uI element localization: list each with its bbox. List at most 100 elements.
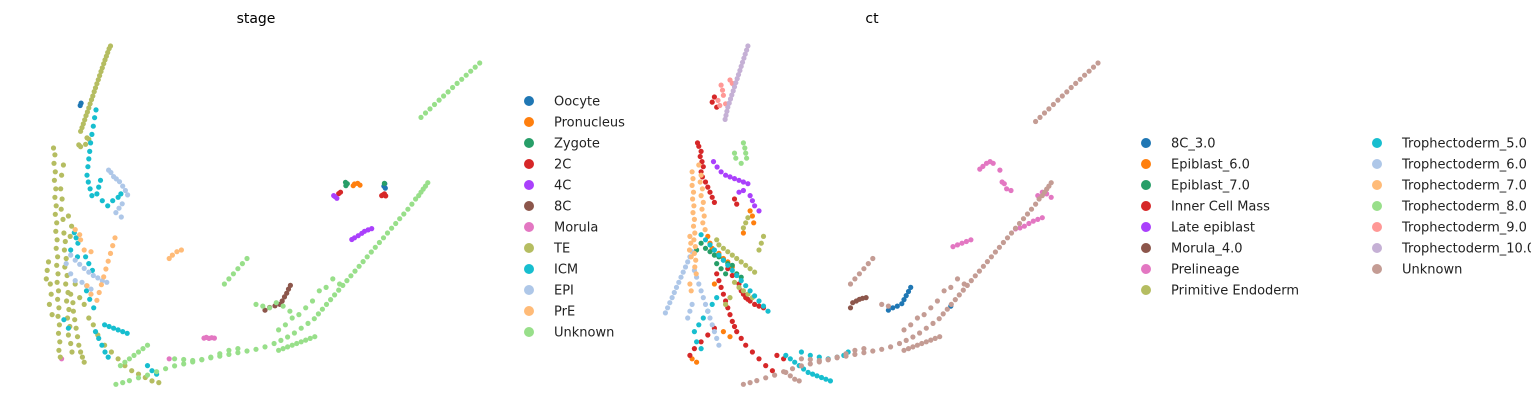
scatter-point — [57, 354, 63, 360]
scatter-point — [54, 262, 60, 268]
scatter-point — [90, 322, 96, 328]
scatter-point — [792, 376, 798, 382]
scatter-point — [716, 252, 722, 258]
scatter-point — [879, 346, 885, 352]
scatter-point — [125, 192, 131, 198]
scatter-point — [312, 334, 318, 340]
scatter-point — [738, 278, 744, 284]
legend-marker — [524, 243, 534, 253]
scatter-point — [450, 84, 456, 91]
scatter-point — [122, 359, 128, 365]
scatter-point — [1055, 97, 1061, 103]
scatter-point — [751, 220, 757, 226]
scatter-point — [690, 223, 697, 229]
scatter-point — [463, 72, 469, 78]
scatter-point — [740, 179, 747, 185]
scatter-point — [1082, 72, 1088, 78]
scatter-point — [166, 356, 172, 362]
scatter-point — [81, 247, 87, 253]
scatter-point — [120, 329, 126, 335]
scatter-point — [685, 259, 691, 265]
scatter-point — [445, 89, 451, 95]
scatter-point — [117, 363, 123, 369]
scatter-point — [298, 339, 304, 345]
scatter-point — [95, 77, 101, 83]
legend-label: Trophectoderm_8.0 — [1401, 200, 1527, 215]
scatter-point — [901, 297, 907, 303]
scatter-point — [323, 301, 330, 307]
scatter-point — [700, 199, 706, 205]
legend-item-pre: PrE — [524, 305, 575, 320]
scatter-point — [852, 276, 858, 282]
legend-label: 2C — [554, 158, 571, 173]
scatter-point — [736, 284, 742, 290]
scatter-point — [416, 193, 422, 199]
legend-item-unknown: Unknown — [524, 326, 614, 341]
scatter-point — [86, 105, 92, 111]
scatter-point — [135, 371, 142, 377]
scatter-point — [1017, 225, 1023, 231]
ct-series-trophectoderm-8-0 — [731, 140, 750, 166]
scatter-point — [83, 113, 89, 119]
scatter-point — [280, 346, 286, 352]
scatter-point — [699, 206, 705, 212]
legend-marker — [524, 138, 534, 148]
scatter-point — [110, 198, 116, 204]
scatter-point — [244, 348, 250, 354]
scatter-point — [96, 184, 102, 190]
scatter-point — [58, 186, 64, 192]
legend-item-trophectoderm-8-0: Trophectoderm_8.0 — [1372, 200, 1527, 215]
scatter-point — [752, 293, 758, 299]
scatter-point — [1026, 220, 1032, 227]
scatter-point — [1086, 68, 1092, 74]
scatter-point — [1004, 235, 1011, 241]
scatter-point — [262, 307, 268, 313]
stage-series-pre — [72, 227, 184, 303]
legend-label: EPI — [554, 284, 574, 299]
scatter-point — [107, 250, 114, 256]
scatter-point — [763, 363, 769, 369]
scatter-point — [688, 254, 694, 260]
scatter-point — [711, 199, 718, 205]
scatter-point — [68, 271, 74, 277]
ct-panel-title: ct — [865, 11, 879, 27]
legend-label: Unknown — [554, 326, 614, 341]
scatter-point — [284, 290, 290, 296]
scatter-point — [97, 177, 104, 183]
legend-label: Trophectoderm_7.0 — [1401, 179, 1527, 194]
scatter-point — [741, 55, 747, 61]
scatter-point — [810, 371, 816, 377]
scatter-point — [694, 359, 700, 365]
scatter-point — [383, 193, 389, 199]
scatter-point — [702, 227, 708, 233]
scatter-point — [747, 266, 753, 272]
scatter-point — [77, 232, 83, 238]
scatter-point — [49, 312, 55, 318]
legend-marker — [1141, 159, 1151, 169]
scatter-point — [702, 301, 709, 307]
scatter-point — [745, 215, 751, 221]
scatter-point — [422, 110, 429, 116]
scatter-point — [723, 301, 729, 307]
scatter-point — [350, 183, 356, 189]
scatter-point — [980, 263, 987, 269]
scatter-point — [692, 230, 698, 236]
scatter-point — [688, 288, 694, 294]
scatter-point — [689, 169, 695, 175]
scatter-point — [687, 233, 693, 239]
scatter-point — [739, 59, 746, 65]
scatter-point — [92, 115, 98, 121]
scatter-point — [108, 349, 114, 355]
scatter-point — [98, 282, 104, 288]
scatter-point — [763, 375, 769, 381]
scatter-point — [349, 236, 355, 243]
scatter-point — [702, 237, 709, 243]
scatter-point — [738, 259, 744, 265]
scatter-point — [948, 301, 954, 307]
scatter-point — [54, 220, 60, 226]
scatter-point — [78, 128, 84, 134]
scatter-point — [726, 100, 732, 106]
scatter-point — [68, 247, 74, 253]
scatter-point — [50, 145, 57, 151]
scatter-point — [116, 205, 122, 211]
